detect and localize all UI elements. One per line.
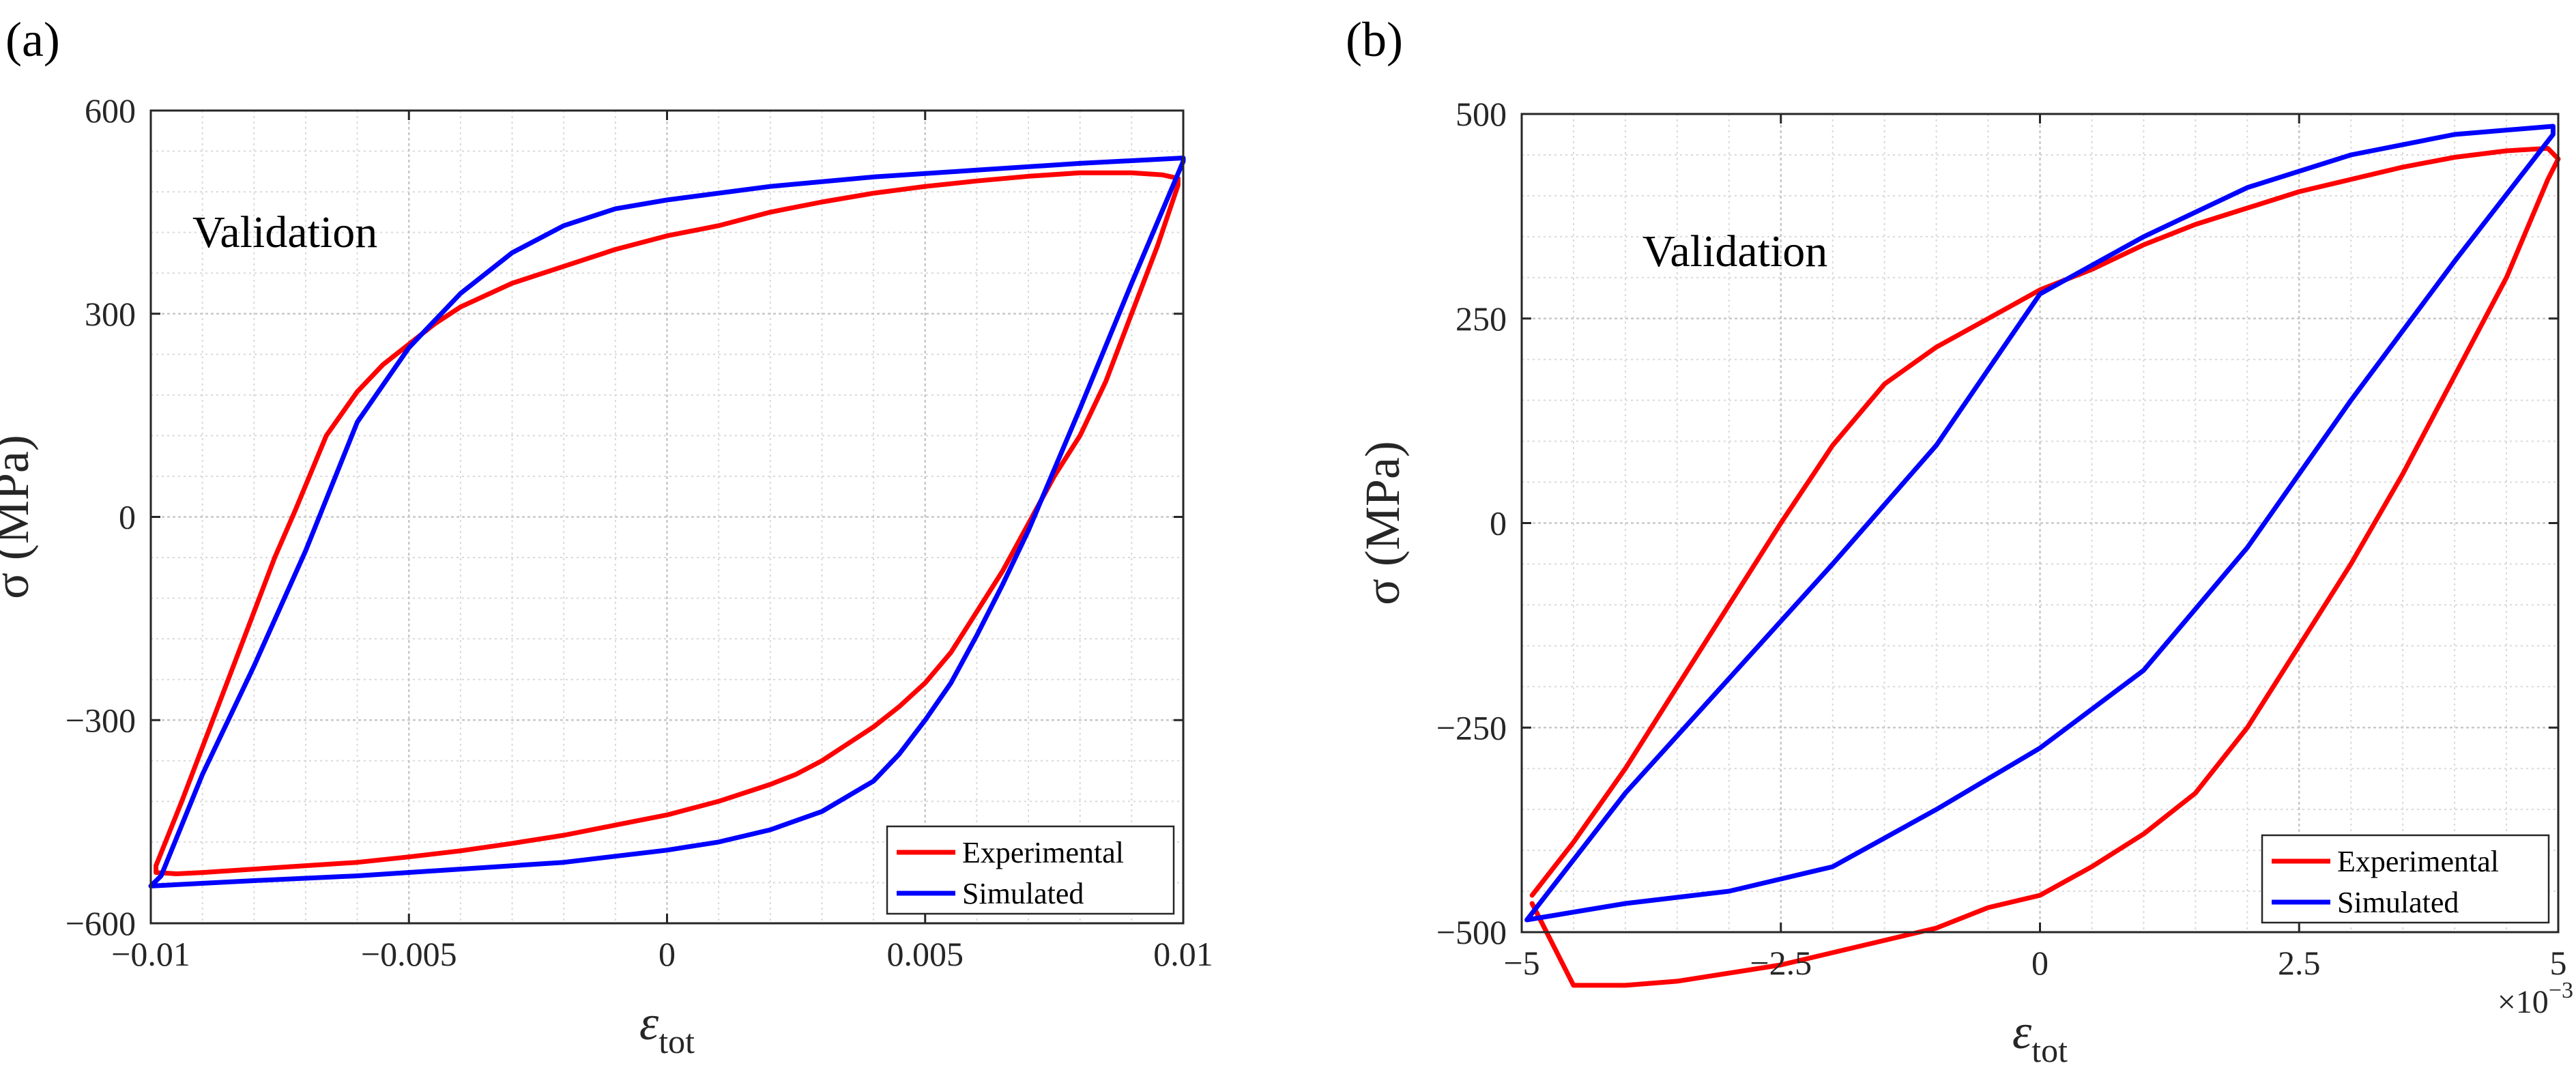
y-tick-label: 600 [85, 91, 136, 130]
x-tick-label: −0.005 [361, 935, 457, 973]
y-tick-label: 0 [119, 498, 136, 536]
x-tick-label: 5 [2550, 944, 2567, 982]
x-scale-exponent: −3 [2549, 978, 2573, 1003]
legend: Experimental Simulated [886, 825, 1175, 915]
legend-box [886, 825, 1175, 915]
ticks [1520, 113, 2560, 934]
validation-annotation: Validation [1642, 227, 1827, 276]
series-line-simulated [148, 156, 1186, 888]
y-axis-label: σ (MPa) [1355, 441, 1410, 605]
chart-panel-b: −5 −2.5 0 2.5 5 −500 −250 0 250 500 ×10−3 εtot σ (MP… [1346, 12, 2573, 1069]
y-axis-label: σ (MPa) [0, 435, 39, 599]
y-tick-label: −250 [1436, 708, 1507, 747]
x-tick-label: −5 [1503, 944, 1539, 982]
y-tick-label: 0 [1490, 504, 1507, 543]
x-scale-factor: ×10−3 [2498, 978, 2573, 1020]
legend-label-simulated: Simulated [962, 877, 1084, 910]
series-line-simulated [1524, 124, 2556, 923]
x-tick-label: 2.5 [2278, 944, 2321, 982]
y-tick-label: −500 [1436, 913, 1507, 951]
x-tick-label: 0.005 [887, 935, 964, 973]
y-tick-label: 250 [1456, 300, 1507, 338]
legend-box [2261, 834, 2550, 924]
x-axis-label: εtot [639, 996, 695, 1060]
validation-annotation: Validation [192, 207, 377, 257]
x-tick-label: 0.01 [1153, 935, 1213, 973]
x-tick-label: −2.5 [1750, 944, 1812, 982]
chart-panel-a: −0.01 −0.005 0 0.005 0.01 −600 −300 0 300 600 εtot… [0, 12, 1213, 1060]
y-tick-label: −300 [66, 701, 136, 739]
legend-label-experimental: Experimental [962, 836, 1124, 869]
x-tick-label: 0 [2031, 944, 2049, 982]
x-tick-label: −0.01 [111, 935, 190, 973]
y-tick-label: 300 [85, 295, 136, 333]
legend-label-simulated: Simulated [2337, 886, 2459, 919]
y-tick-label: 500 [1456, 95, 1507, 133]
panel-label: (b) [1346, 12, 1403, 67]
legend: Experimental Simulated [2261, 834, 2550, 924]
x-axis-label: εtot [2012, 1004, 2068, 1069]
panel-label: (a) [5, 12, 60, 67]
legend-label-experimental: Experimental [2337, 845, 2499, 878]
ticks [149, 109, 1185, 925]
y-tick-label: −600 [66, 904, 136, 942]
x-tick-label: 0 [659, 935, 676, 973]
